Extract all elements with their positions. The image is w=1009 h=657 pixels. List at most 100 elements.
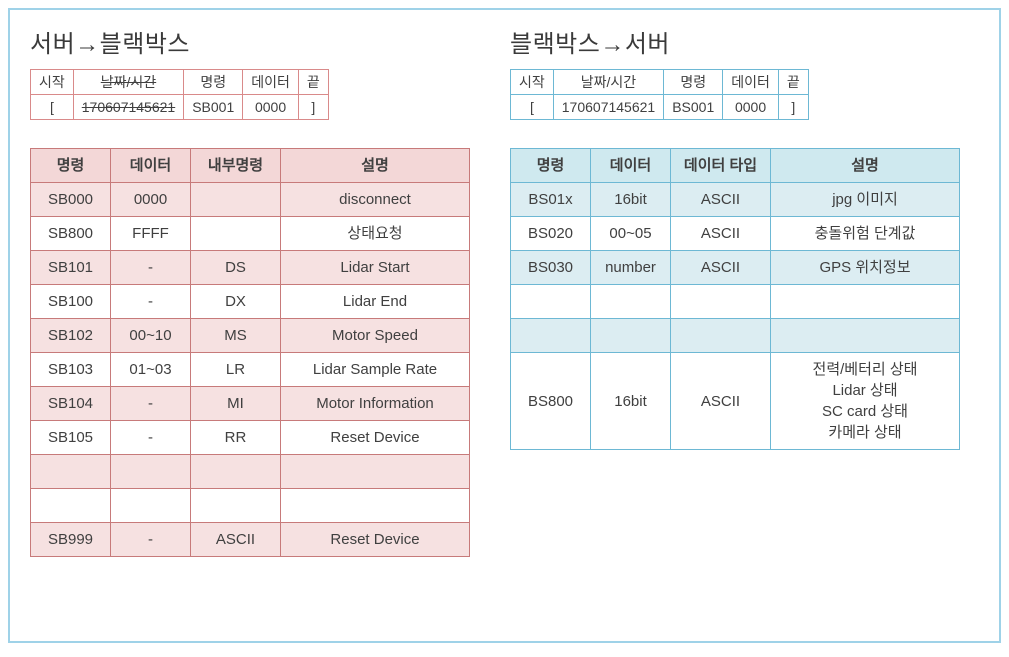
packet-value-row: [ 170607145621 BS001 0000 ] bbox=[511, 95, 809, 120]
hdr-cmd: 명령 bbox=[511, 149, 591, 183]
table-row: BS80016bitASCII전력/베터리 상태 Lidar 상태 SC car… bbox=[511, 353, 960, 450]
cell-desc: Lidar Start bbox=[281, 251, 470, 285]
cell-internal: ASCII bbox=[191, 523, 281, 557]
cell-cmd: SB800 bbox=[31, 217, 111, 251]
cell-type: ASCII bbox=[671, 353, 771, 450]
two-column-layout: 서버→블랙박스 시작 날짜/시간 명령 데이터 끝 [ 170607145621… bbox=[30, 24, 979, 557]
cell-data bbox=[111, 489, 191, 523]
hdr-data: 데이터 bbox=[111, 149, 191, 183]
cell-desc: 충돌위험 단계값 bbox=[771, 217, 960, 251]
cell-desc bbox=[281, 455, 470, 489]
cell-type: ASCII bbox=[671, 217, 771, 251]
pkt-val-start: [ bbox=[31, 95, 74, 120]
cell-internal: MI bbox=[191, 387, 281, 421]
cell-type bbox=[671, 319, 771, 353]
cell-data: - bbox=[111, 523, 191, 557]
pkt-hdr-start: 시작 bbox=[31, 70, 74, 95]
table-row: BS02000~05ASCII충돌위험 단계값 bbox=[511, 217, 960, 251]
pkt-val-cmd: BS001 bbox=[664, 95, 723, 120]
pkt-hdr-datetime: 날짜/시간 bbox=[553, 70, 663, 95]
cell-data bbox=[591, 285, 671, 319]
packet-header-row: 시작 날짜/시간 명령 데이터 끝 bbox=[511, 70, 809, 95]
pkt-hdr-datetime: 날짜/시간 bbox=[73, 70, 183, 95]
table-row: SB0000000disconnect bbox=[31, 183, 470, 217]
cell-data: 00~10 bbox=[111, 319, 191, 353]
cell-cmd: SB104 bbox=[31, 387, 111, 421]
table-row bbox=[31, 489, 470, 523]
cell-internal bbox=[191, 183, 281, 217]
hdr-data: 데이터 bbox=[591, 149, 671, 183]
table-row: SB10301~03LRLidar Sample Rate bbox=[31, 353, 470, 387]
right-commands-table: 명령 데이터 데이터 타입 설명 BS01x16bitASCIIjpg 이미지B… bbox=[510, 148, 960, 450]
cell-cmd: SB100 bbox=[31, 285, 111, 319]
cell-cmd: SB101 bbox=[31, 251, 111, 285]
cell-data: - bbox=[111, 285, 191, 319]
cell-cmd: BS800 bbox=[511, 353, 591, 450]
cell-cmd: SB105 bbox=[31, 421, 111, 455]
table-row: SB105-RRReset Device bbox=[31, 421, 470, 455]
table-row: SB999-ASCIIReset Device bbox=[31, 523, 470, 557]
hdr-desc: 설명 bbox=[771, 149, 960, 183]
cell-cmd: SB000 bbox=[31, 183, 111, 217]
left-title: 서버→블랙박스 bbox=[30, 24, 470, 59]
cell-internal: DX bbox=[191, 285, 281, 319]
cell-desc: Lidar End bbox=[281, 285, 470, 319]
right-packet-table: 시작 날짜/시간 명령 데이터 끝 [ 170607145621 BS001 0… bbox=[510, 69, 809, 120]
cell-data: 00~05 bbox=[591, 217, 671, 251]
pkt-hdr-data: 데이터 bbox=[723, 70, 779, 95]
cell-data bbox=[591, 319, 671, 353]
cell-internal bbox=[191, 217, 281, 251]
cell-data: - bbox=[111, 421, 191, 455]
left-commands-table: 명령 데이터 내부명령 설명 SB0000000disconnectSB800F… bbox=[30, 148, 470, 557]
left-packet-table: 시작 날짜/시간 명령 데이터 끝 [ 170607145621 SB001 0… bbox=[30, 69, 329, 120]
cell-cmd: BS030 bbox=[511, 251, 591, 285]
pkt-val-end: ] bbox=[298, 95, 328, 120]
cell-desc: Motor Speed bbox=[281, 319, 470, 353]
cell-internal: DS bbox=[191, 251, 281, 285]
cell-desc: 상태요청 bbox=[281, 217, 470, 251]
protocol-frame: 서버→블랙박스 시작 날짜/시간 명령 데이터 끝 [ 170607145621… bbox=[8, 8, 1001, 643]
packet-header-row: 시작 날짜/시간 명령 데이터 끝 bbox=[31, 70, 329, 95]
hdr-cmd: 명령 bbox=[31, 149, 111, 183]
cell-desc: Lidar Sample Rate bbox=[281, 353, 470, 387]
table-row: BS030numberASCIIGPS 위치정보 bbox=[511, 251, 960, 285]
cell-data: 16bit bbox=[591, 183, 671, 217]
cell-cmd bbox=[31, 489, 111, 523]
pkt-hdr-end: 끝 bbox=[778, 70, 808, 95]
cell-cmd: BS01x bbox=[511, 183, 591, 217]
table-row: SB100-DXLidar End bbox=[31, 285, 470, 319]
cell-cmd: SB103 bbox=[31, 353, 111, 387]
table-row: SB10200~10MSMotor Speed bbox=[31, 319, 470, 353]
cell-data: number bbox=[591, 251, 671, 285]
cell-data: - bbox=[111, 387, 191, 421]
table-row: BS01x16bitASCIIjpg 이미지 bbox=[511, 183, 960, 217]
cell-desc: 전력/베터리 상태 Lidar 상태 SC card 상태 카메라 상태 bbox=[771, 353, 960, 450]
cell-type: ASCII bbox=[671, 251, 771, 285]
pkt-hdr-data: 데이터 bbox=[243, 70, 299, 95]
cell-desc bbox=[771, 319, 960, 353]
cell-cmd: SB102 bbox=[31, 319, 111, 353]
cell-data bbox=[111, 455, 191, 489]
pkt-val-cmd: SB001 bbox=[184, 95, 243, 120]
cell-cmd bbox=[511, 319, 591, 353]
pkt-hdr-end: 끝 bbox=[298, 70, 328, 95]
cell-desc bbox=[281, 489, 470, 523]
table-header-row: 명령 데이터 데이터 타입 설명 bbox=[511, 149, 960, 183]
cell-desc: GPS 위치정보 bbox=[771, 251, 960, 285]
cell-desc: Reset Device bbox=[281, 421, 470, 455]
cell-data: FFFF bbox=[111, 217, 191, 251]
cell-desc bbox=[771, 285, 960, 319]
cell-desc: Reset Device bbox=[281, 523, 470, 557]
cell-desc: jpg 이미지 bbox=[771, 183, 960, 217]
table-row: SB800FFFF 상태요청 bbox=[31, 217, 470, 251]
cell-data: 01~03 bbox=[111, 353, 191, 387]
cell-type: ASCII bbox=[671, 183, 771, 217]
pkt-hdr-start: 시작 bbox=[511, 70, 554, 95]
table-row: SB101-DSLidar Start bbox=[31, 251, 470, 285]
cell-data: 16bit bbox=[591, 353, 671, 450]
cell-cmd: SB999 bbox=[31, 523, 111, 557]
cell-data: 0000 bbox=[111, 183, 191, 217]
cell-cmd bbox=[511, 285, 591, 319]
cell-data: - bbox=[111, 251, 191, 285]
cell-internal: MS bbox=[191, 319, 281, 353]
